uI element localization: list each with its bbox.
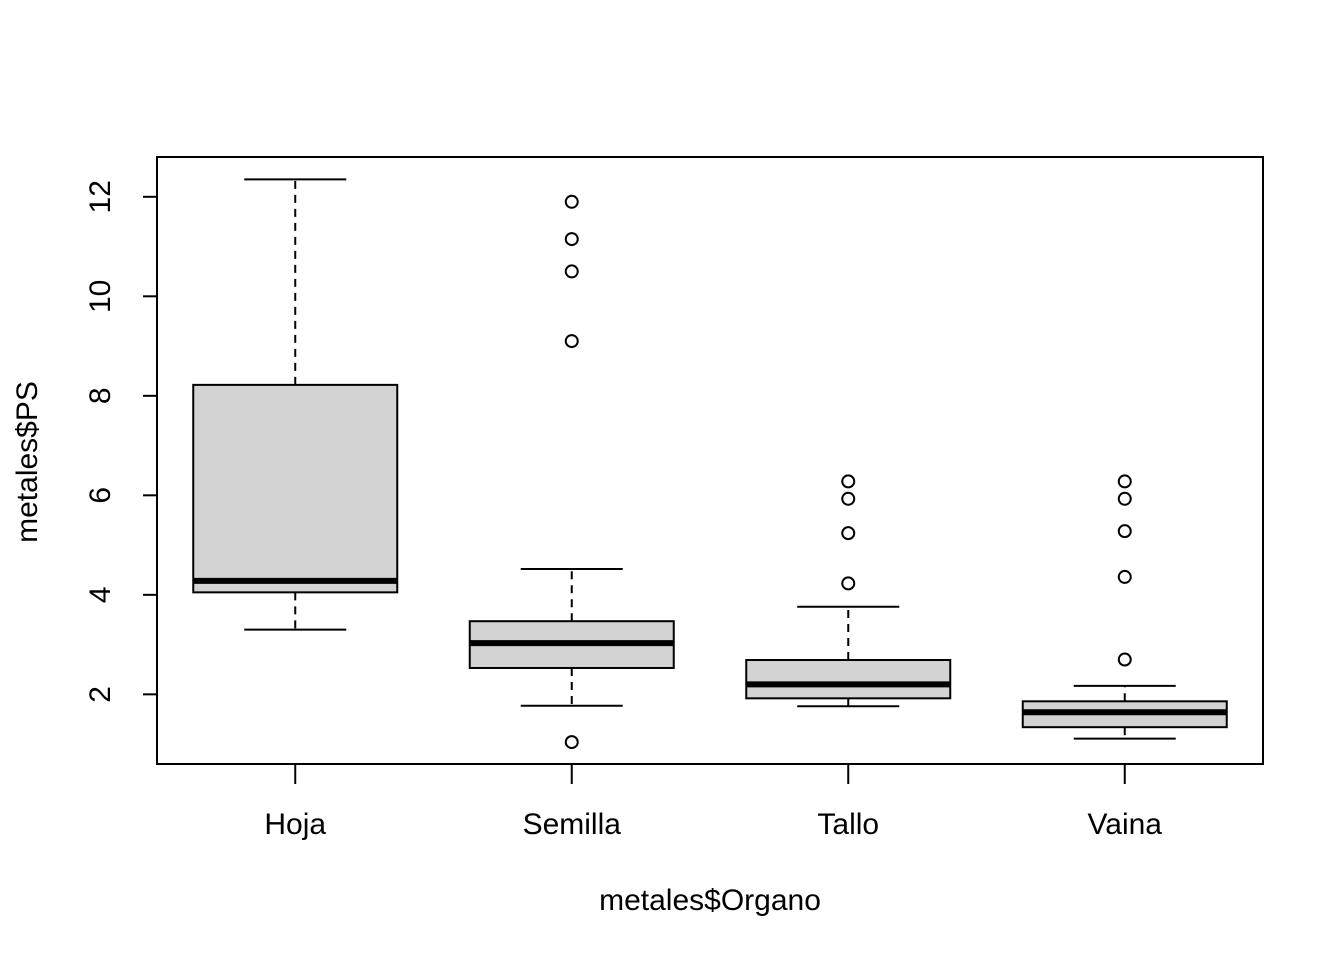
box-group-hoja bbox=[192, 178, 399, 631]
outlier-point bbox=[1117, 474, 1132, 489]
outlier-point bbox=[841, 526, 856, 541]
y-tick-label: 10 bbox=[84, 280, 117, 313]
outlier-point bbox=[1117, 491, 1132, 506]
x-axis-title: metales$Organo bbox=[599, 884, 821, 917]
y-tick-label: 4 bbox=[84, 586, 117, 603]
box-group-tallo bbox=[745, 474, 952, 708]
x-tick-label-hoja: Hoja bbox=[264, 808, 326, 841]
iqr-box bbox=[192, 383, 399, 594]
outlier-point bbox=[564, 735, 579, 750]
x-axis: Hoja Semilla Tallo Vaina bbox=[264, 763, 1162, 841]
outlier-point bbox=[564, 194, 579, 209]
outlier-point bbox=[1117, 524, 1132, 539]
outlier-point bbox=[564, 334, 579, 349]
box-group-semilla bbox=[468, 194, 675, 750]
y-axis: 2 4 6 8 10 12 bbox=[84, 180, 158, 703]
outlier-point bbox=[1117, 569, 1132, 584]
y-tick-label: 2 bbox=[84, 686, 117, 703]
outlier-point bbox=[841, 491, 856, 506]
boxes-layer bbox=[192, 178, 1228, 750]
outlier-point bbox=[841, 576, 856, 591]
y-axis-title: metales$PS bbox=[11, 381, 44, 543]
y-tick-label: 6 bbox=[84, 487, 117, 504]
x-tick-label-semilla: Semilla bbox=[523, 808, 622, 841]
outlier-point bbox=[841, 474, 856, 489]
outlier-point bbox=[1117, 652, 1132, 667]
iqr-box bbox=[745, 659, 952, 700]
x-tick-label-vaina: Vaina bbox=[1087, 808, 1162, 841]
box-group-vaina bbox=[1021, 474, 1228, 740]
y-tick-label: 8 bbox=[84, 387, 117, 404]
x-tick-label-tallo: Tallo bbox=[817, 808, 879, 841]
outlier-point bbox=[564, 264, 579, 279]
outlier-point bbox=[564, 232, 579, 247]
y-tick-label: 12 bbox=[84, 180, 117, 213]
